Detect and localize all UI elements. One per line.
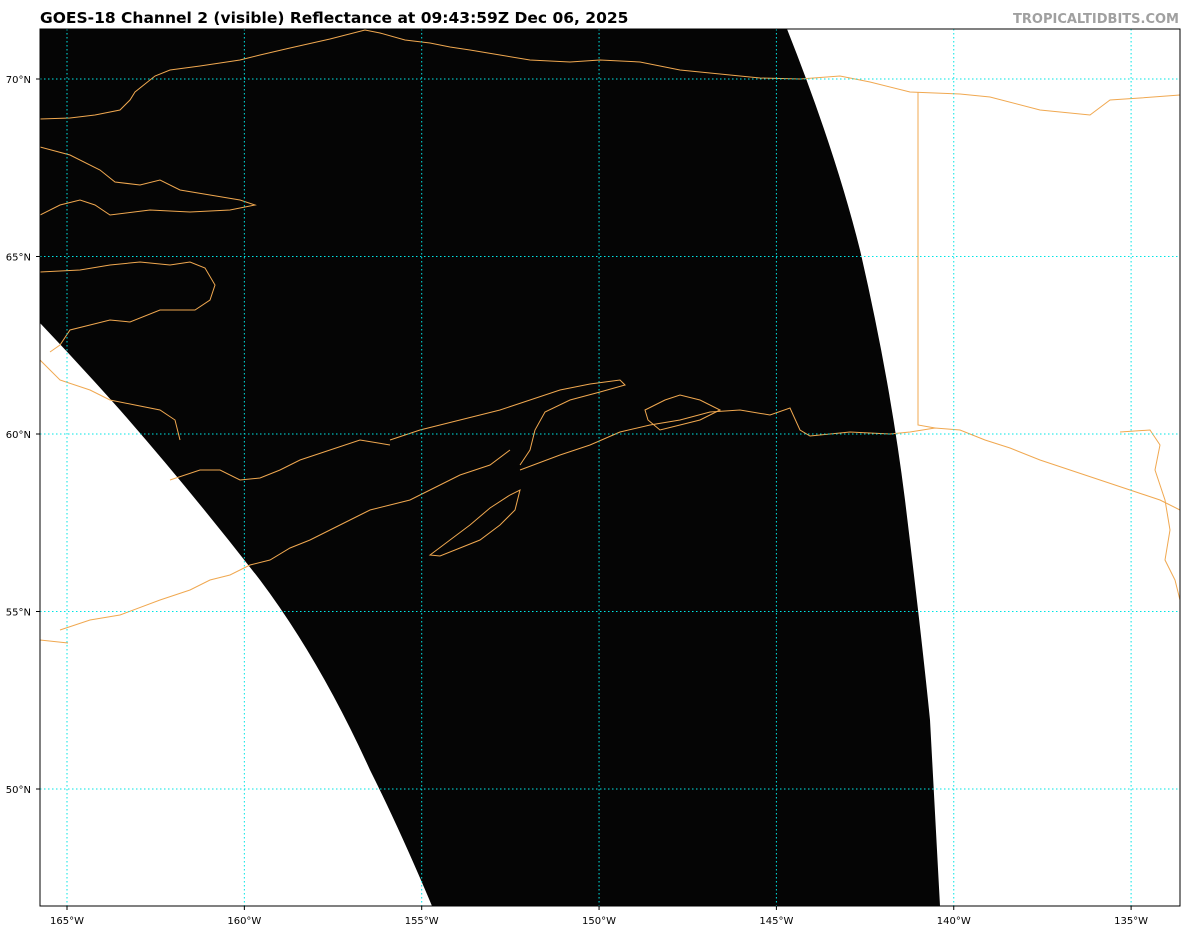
- arctic-coast: [40, 29, 1180, 120]
- lon-tick-label: 160°W: [227, 916, 261, 927]
- bristol-bay: [169, 439, 391, 481]
- lat-tick-label: 55°N: [6, 608, 31, 619]
- alaska-canada-border: [917, 92, 936, 429]
- yukon-delta: [40, 359, 181, 441]
- southeast-alaska: [1119, 429, 1180, 601]
- axis-ticks: 165°W 160°W 155°W 150°W 145°W 140°W 135°W 70°N 6…: [6, 75, 1148, 927]
- lat-tick-label: 60°N: [6, 430, 31, 441]
- seward-peninsula: [40, 146, 257, 216]
- lon-tick-label: 150°W: [582, 916, 616, 927]
- lon-tick-label: 135°W: [1114, 916, 1148, 927]
- coastlines: [40, 29, 1180, 644]
- plot-frame: [39, 28, 1181, 907]
- lon-tick-label: 140°W: [937, 916, 971, 927]
- lat-tick-label: 50°N: [6, 785, 31, 796]
- lat-tick-label: 65°N: [6, 253, 31, 264]
- kodiak-island: [428, 489, 521, 557]
- lon-tick-label: 145°W: [759, 916, 793, 927]
- satellite-imagery-swath: [40, 29, 940, 906]
- alaska-peninsula: [59, 449, 511, 631]
- map-title: GOES-18 Channel 2 (visible) Reflectance …: [40, 9, 629, 27]
- cook-inlet: [389, 379, 626, 466]
- alaska-peninsula-west: [40, 639, 69, 644]
- kamishak-islands: [644, 394, 722, 431]
- lon-tick-label: 165°W: [50, 916, 84, 927]
- kenai-prince-william: [519, 407, 1180, 511]
- norton-sound: [40, 261, 216, 353]
- site-credit: TROPICALTIDBITS.COM: [1013, 12, 1179, 27]
- lon-tick-label: 155°W: [405, 916, 439, 927]
- lat-tick-label: 70°N: [6, 75, 31, 86]
